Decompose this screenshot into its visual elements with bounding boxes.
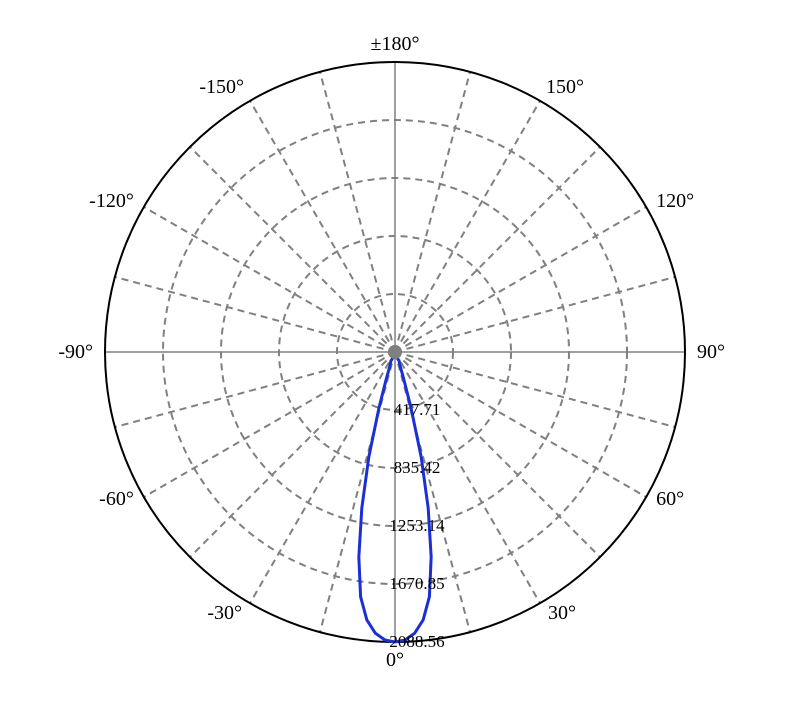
radial-label: 1670.85 <box>389 574 444 593</box>
radial-label: 1253.14 <box>389 516 445 535</box>
polar-chart: 417.71835.421253.141670.852088.560°30°60… <box>0 0 791 705</box>
angle-label: 30° <box>548 602 576 624</box>
angle-label: ±180° <box>371 33 420 55</box>
radial-label: 417.71 <box>394 400 441 419</box>
angle-label: 60° <box>656 488 684 510</box>
angle-label: 0° <box>386 649 404 671</box>
center-dot <box>388 345 402 359</box>
radial-label: 835.42 <box>394 458 441 477</box>
angle-label: 150° <box>546 76 584 98</box>
angle-label: -30° <box>207 602 242 624</box>
angle-label: 90° <box>697 341 725 363</box>
angle-label: 120° <box>656 190 694 212</box>
angle-label: -60° <box>99 488 134 510</box>
angle-label: -120° <box>89 190 134 212</box>
angle-label: -90° <box>58 341 93 363</box>
angle-label: -150° <box>199 76 244 98</box>
